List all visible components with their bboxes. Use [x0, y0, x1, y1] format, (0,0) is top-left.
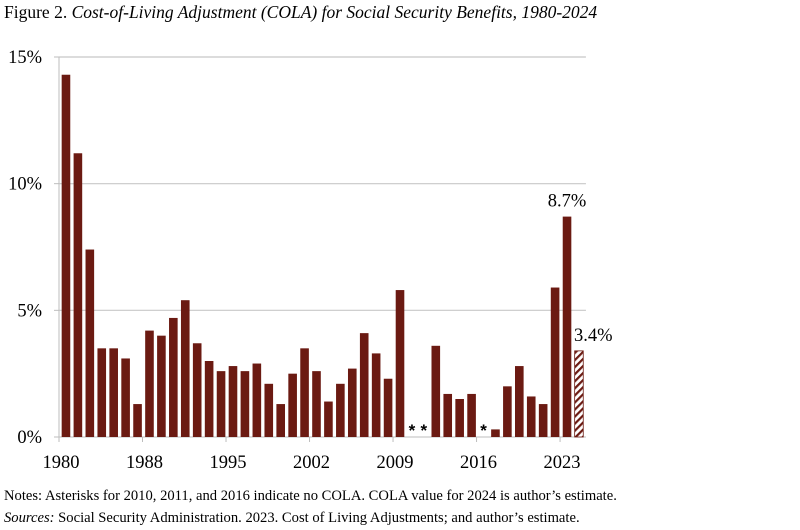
no-cola-asterisk: * [409, 421, 416, 440]
bar [491, 429, 500, 437]
x-tick-label: 2009 [377, 453, 414, 473]
bar [371, 353, 381, 437]
x-tick-label: 1995 [210, 453, 247, 473]
bar [503, 386, 512, 437]
figure-title-text: Cost-of-Living Adjustment (COLA) for Soc… [71, 2, 598, 22]
bar [73, 153, 83, 437]
bar [526, 396, 536, 437]
bar [395, 290, 405, 437]
bar [264, 383, 274, 437]
bar [133, 404, 142, 437]
y-tick-label: 15% [8, 48, 42, 68]
bar [538, 404, 548, 437]
bar [85, 249, 95, 437]
bar [455, 399, 464, 437]
data-label: 3.4% [574, 326, 613, 346]
bar [431, 345, 441, 437]
x-tick-label: 2023 [544, 453, 581, 473]
x-tick-label: 1988 [126, 453, 163, 473]
sources-line: Sources: Social Security Administration.… [4, 510, 580, 527]
bar [169, 317, 178, 437]
bar [312, 371, 321, 437]
no-cola-asterisk: * [421, 421, 428, 440]
cola-bar-chart: 0% 5% 10% 15% 1980 1988 1995 2002 2009 2016 2023 * *… [8, 48, 613, 473]
bar [300, 348, 309, 437]
sources-label: Sources: [4, 510, 55, 526]
figure-title: Figure 2. Cost-of-Living Adjustment (COL… [4, 2, 597, 23]
bar [383, 378, 393, 437]
bar [276, 404, 286, 437]
bar [336, 383, 345, 437]
bar [204, 361, 214, 437]
bar [240, 371, 250, 437]
sources-text: Social Security Administration. 2023. Co… [54, 510, 580, 526]
bar [228, 366, 238, 437]
bar [216, 371, 226, 437]
bar [515, 366, 524, 437]
bar [443, 393, 453, 437]
bar [180, 300, 190, 437]
bar [359, 333, 369, 437]
bar [145, 330, 154, 437]
x-tick-label: 2016 [460, 453, 497, 473]
y-tick-label: 10% [8, 175, 42, 195]
bar-estimate [574, 350, 584, 438]
bar [550, 287, 560, 437]
x-tick-label: 1980 [43, 453, 80, 473]
x-tick-label: 2002 [293, 453, 330, 473]
bar [347, 368, 357, 437]
bar [157, 335, 166, 437]
bar [562, 216, 572, 437]
figure-number: Figure 2. [4, 2, 72, 22]
bar [192, 343, 202, 437]
y-tick-label: 0% [17, 428, 42, 448]
bar [467, 393, 476, 437]
bar [288, 373, 297, 437]
bar [252, 363, 262, 437]
bar [97, 348, 107, 437]
bar [109, 348, 118, 437]
bar [121, 358, 130, 437]
bar [324, 401, 333, 437]
bar [61, 74, 71, 437]
y-tick-label: 5% [17, 301, 42, 321]
data-label: 8.7% [548, 192, 587, 212]
notes-line: Notes: Asterisks for 2010, 2011, and 201… [4, 488, 617, 504]
no-cola-asterisk: * [480, 421, 487, 440]
